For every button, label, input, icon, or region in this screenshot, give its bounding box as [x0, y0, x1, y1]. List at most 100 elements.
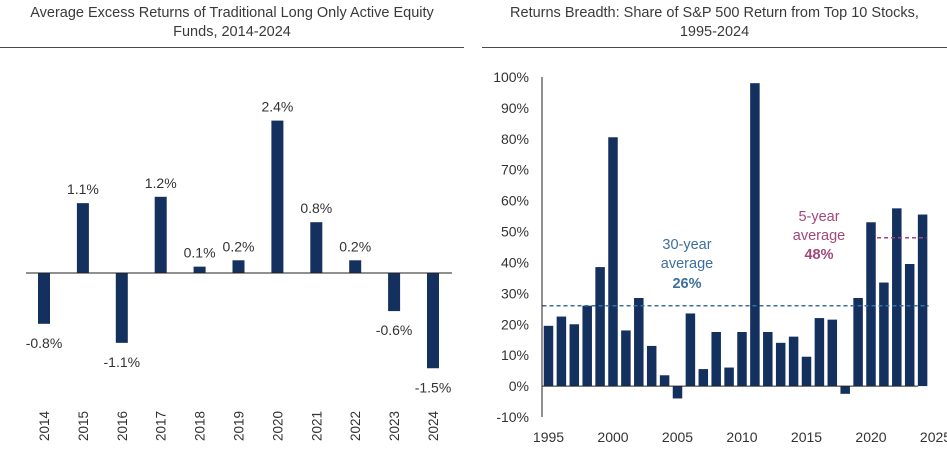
bar-2016 — [115, 273, 128, 343]
avg-5yr-label-line1: 5-year — [798, 209, 839, 225]
x-tick-label-2024: 2024 — [426, 411, 441, 442]
right-title-rule — [482, 47, 947, 48]
bar-2014 — [38, 273, 50, 324]
right-bar-chart: -10% 0% 10% 20% 30% 40% 50% 60% 70% 80% 90% 100% 199… — [493, 69, 947, 445]
y-tick-label: 100% — [493, 69, 529, 85]
bar-2015 — [801, 356, 812, 387]
avg-30yr-value: 26% — [672, 276, 701, 292]
y-tick-label: 10% — [501, 347, 529, 363]
y-tick-label: 40% — [501, 254, 529, 270]
bar-2019 — [853, 298, 863, 387]
bar-2023 — [904, 264, 915, 387]
bar-1999 — [595, 267, 605, 387]
bar-2017 — [827, 319, 838, 387]
bar-2022 — [892, 208, 902, 387]
right-chart-panel: Returns Breadth: Share of S&P 500 Return… — [482, 0, 947, 458]
data-label-2015: 1.1% — [67, 181, 99, 197]
y-tick-label: 60% — [501, 193, 529, 209]
y-tick-label: 90% — [501, 100, 529, 116]
avg-30yr-label-line1: 30-year — [662, 237, 711, 253]
bar-2017 — [154, 196, 167, 273]
y-tick-label: 0% — [509, 378, 529, 394]
bar-2018 — [193, 266, 206, 273]
bar-2003 — [646, 345, 657, 387]
y-tick-label: 70% — [501, 162, 529, 178]
x-tick-label-2014: 2014 — [37, 411, 52, 442]
bar-1996 — [556, 316, 567, 387]
data-label-2019: 0.2% — [223, 238, 255, 254]
bar-2023 — [388, 273, 401, 312]
x-tick-label-2022: 2022 — [348, 411, 363, 441]
x-tick-label: 2020 — [855, 429, 886, 445]
avg-5yr-value: 48% — [804, 247, 833, 263]
bar-2024 — [427, 273, 439, 369]
bar-2013 — [775, 342, 786, 387]
data-label-2021: 0.8% — [300, 200, 332, 216]
left-bar-chart: -0.8% 2014 1.1% 2015 -1.1% 2016 1.2% 2017 0.1% 20… — [26, 99, 452, 442]
right-chart-title-line2: 1995-2024 — [679, 24, 750, 40]
left-title-rule — [0, 47, 464, 48]
bar-2021 — [879, 282, 889, 387]
bar-2018 — [840, 386, 850, 394]
bar-2024 — [917, 214, 928, 387]
bar-2001 — [621, 330, 631, 387]
bar-2008 — [711, 332, 721, 387]
x-tick-label: 2015 — [791, 429, 822, 445]
x-tick-label-2016: 2016 — [115, 411, 130, 441]
bar-1997 — [569, 324, 580, 387]
avg-5yr-label-line2: average — [793, 228, 845, 244]
bar-2010 — [737, 332, 747, 387]
data-label-2018: 0.1% — [184, 245, 216, 261]
bar-2016 — [814, 318, 825, 387]
y-tick-label: 30% — [501, 285, 529, 301]
left-chart-panel: Average Excess Returns of Traditional Lo… — [0, 0, 464, 458]
bar-2006 — [685, 313, 696, 387]
bar-2020 — [866, 222, 876, 387]
data-label-2023: -0.6% — [376, 322, 413, 338]
bar-2000 — [608, 137, 618, 387]
bar-2021 — [310, 222, 323, 273]
data-label-2022: 0.2% — [339, 238, 371, 254]
x-tick-label-2020: 2020 — [270, 411, 285, 441]
data-label-2016: -1.1% — [104, 354, 141, 370]
x-tick-label: 2000 — [597, 429, 628, 445]
bar-2005 — [672, 386, 683, 399]
right-chart-title: Returns Breadth: Share of S&P 500 Return… — [482, 4, 947, 42]
data-label-2024: -1.5% — [415, 379, 452, 395]
y-tick-label: 20% — [501, 316, 529, 332]
x-tick-label: 2010 — [726, 429, 757, 445]
x-tick-label-2021: 2021 — [309, 411, 324, 441]
left-chart-title-line1: Average Excess Returns of Traditional Lo… — [30, 5, 434, 21]
bar-2011 — [750, 83, 760, 387]
data-label-2014: -0.8% — [26, 335, 63, 351]
data-label-2017: 1.2% — [145, 175, 177, 191]
x-tick-label-2023: 2023 — [387, 411, 402, 441]
data-label-2020: 2.4% — [261, 99, 293, 115]
bar-1995 — [543, 325, 554, 387]
bar-2014 — [788, 336, 799, 387]
bar-1998 — [582, 305, 592, 387]
x-tick-label: 1995 — [533, 429, 564, 445]
y-tick-label: -10% — [496, 409, 529, 425]
left-chart-title-line2: Funds, 2014-2024 — [173, 24, 291, 40]
x-tick-label-2018: 2018 — [193, 411, 208, 441]
x-tick-label-2017: 2017 — [154, 411, 169, 441]
x-tick-label: 2005 — [662, 429, 693, 445]
bar-2019 — [232, 260, 245, 273]
bar-2007 — [698, 369, 709, 387]
avg-30yr-label-line2: average — [661, 256, 713, 272]
bar-2009 — [724, 367, 734, 387]
left-chart-title: Average Excess Returns of Traditional Lo… — [0, 4, 464, 42]
y-tick-label: 50% — [501, 224, 529, 240]
x-tick-label: 2025 — [920, 429, 947, 445]
bar-2012 — [763, 332, 773, 387]
bar-2020 — [271, 120, 284, 273]
bar-2015 — [76, 203, 89, 273]
bar-2022 — [349, 260, 362, 273]
x-tick-label-2015: 2015 — [76, 411, 91, 441]
bar-2002 — [634, 298, 644, 387]
right-chart-title-line1: Returns Breadth: Share of S&P 500 Return… — [510, 5, 919, 21]
x-tick-label-2019: 2019 — [232, 411, 247, 441]
bar-2004 — [659, 375, 670, 387]
y-tick-label: 80% — [501, 131, 529, 147]
